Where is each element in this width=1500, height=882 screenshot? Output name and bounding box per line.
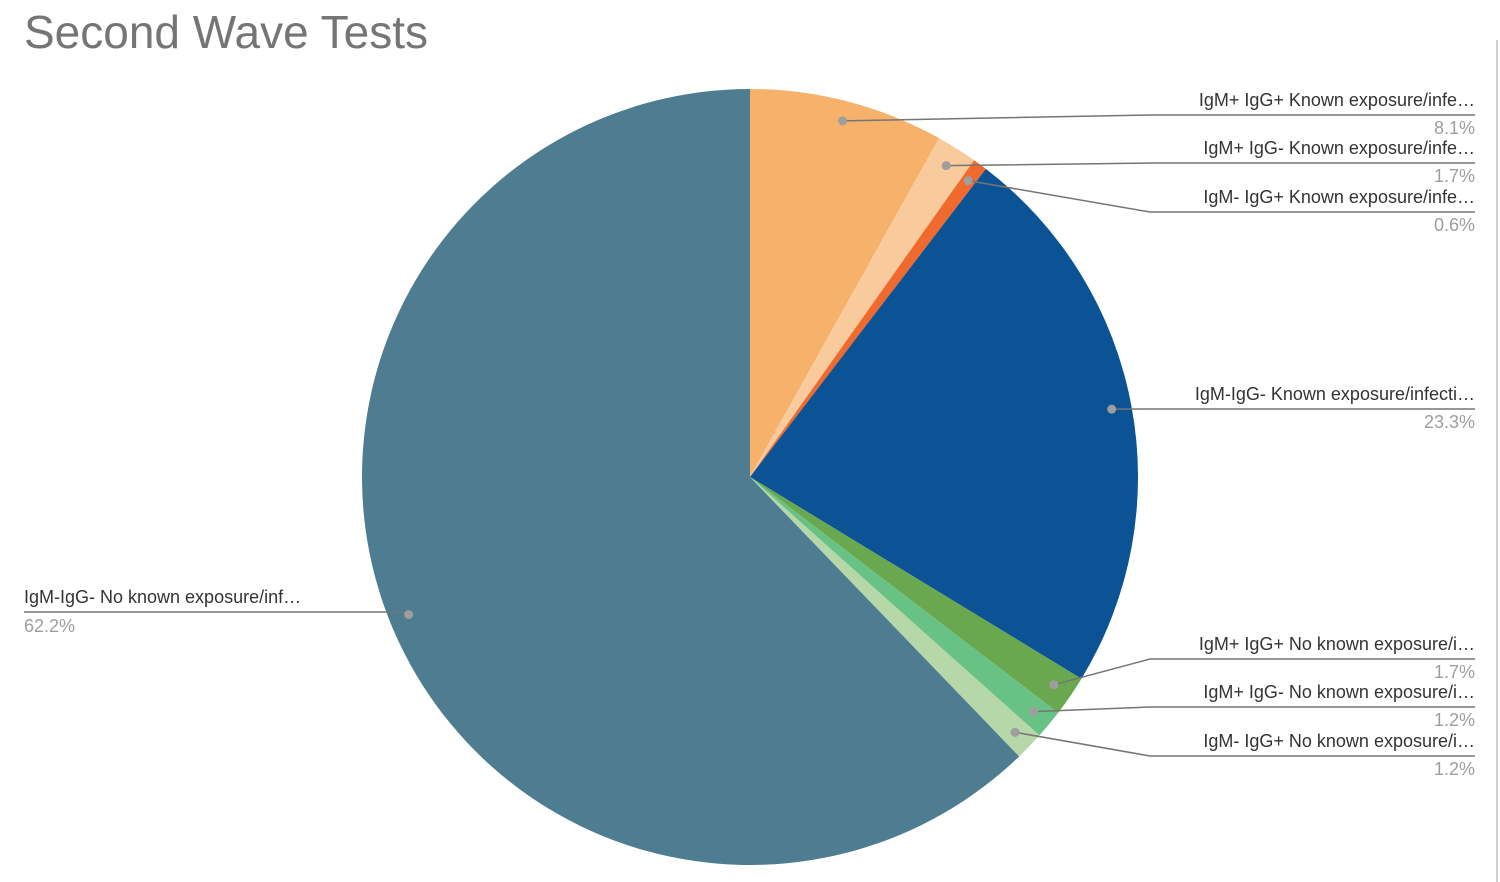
slice-value-label: 62.2% [24,616,75,636]
slice-value-label: 1.2% [1434,759,1475,779]
leader-line [842,114,1475,122]
leader-dot [838,116,848,126]
slice-value-label: 0.6% [1434,215,1475,235]
leader-line [1033,706,1475,713]
slice-value-label: 1.7% [1434,166,1475,186]
pie-slice [750,477,1082,713]
slice-label: IgM- IgG+ No known exposure/i… [1203,731,1475,751]
slice-label: IgM+ IgG+ No known exposure/i… [1199,634,1475,654]
leader-line [968,179,1475,213]
slice-label: IgM+ IgG- Known exposure/infe… [1203,138,1475,158]
pie-slice [750,477,1059,736]
slice-value-label: 8.1% [1434,118,1475,138]
slice-label: IgM-IgG- Known exposure/infecti… [1195,384,1475,404]
pie-slice [750,138,975,477]
pie-slice [750,168,1138,679]
slice-label: IgM+ IgG- No known exposure/i… [1203,682,1475,702]
leader-line [1014,731,1475,757]
leader-dot [1029,707,1039,717]
leader-dot [1010,727,1020,737]
leader-line [24,611,410,615]
slice-label: IgM- IgG+ Known exposure/infe… [1203,187,1475,207]
chart-title: Second Wave Tests [24,6,428,58]
leader-dot [963,176,973,186]
pie-slice [750,477,1040,757]
pie-slice [361,89,1020,866]
leader-dot [1049,680,1059,690]
leader-dot [404,610,414,620]
leader-dot [941,161,951,171]
slice-value-label: 1.7% [1434,662,1475,682]
slice-label: IgM-IgG- No known exposure/inf… [24,587,301,607]
leader-line [1053,658,1475,686]
leader-dot [1107,404,1117,414]
pie-slice [750,89,940,477]
slice-value-label: 1.2% [1434,710,1475,730]
pie-slice [750,160,986,477]
slice-label: IgM+ IgG+ Known exposure/infe… [1199,90,1475,110]
leader-line [946,162,1475,167]
slice-value-label: 23.3% [1424,412,1475,432]
